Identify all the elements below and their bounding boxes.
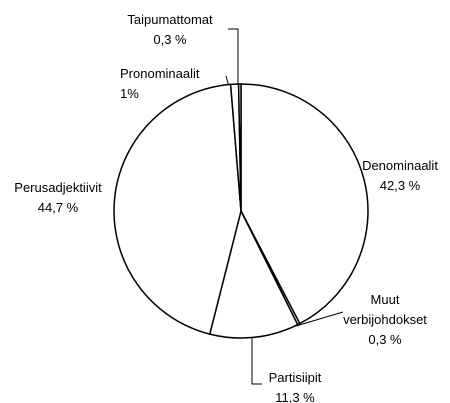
pie-slice: [237, 83, 242, 212]
slice-label: Muut verbijohdokset 0,3 %: [335, 290, 435, 350]
value-label: 0,3 %: [153, 32, 187, 47]
slice-label: Perusadjektiivit 44,7 %: [8, 178, 108, 218]
leader-line: [295, 311, 344, 327]
category-name: Denominaalit: [362, 158, 438, 173]
value-label: 11,3 %: [275, 390, 315, 403]
leader-lines: [225, 28, 344, 385]
value-label: 1%: [120, 86, 139, 101]
category-name: Pronominaalit: [120, 66, 200, 81]
category-name: Muut verbijohdokset: [343, 292, 427, 327]
leader-line: [228, 28, 239, 85]
value-label: 0,3 %: [368, 332, 402, 347]
value-label: 42,3 %: [379, 178, 421, 193]
value-label: 44,7 %: [37, 200, 79, 215]
slice-label: Partisiipit 11,3 %: [255, 368, 335, 403]
slice-label: Denominaalit 42,3 %: [355, 156, 445, 196]
slice-label: Pronominaalit 1%: [120, 64, 230, 104]
leader-line: [251, 337, 262, 385]
pie-slice: [208, 208, 299, 339]
category-name: Taipumattomat: [127, 12, 213, 27]
pie-slice: [113, 83, 242, 336]
category-name: Perusadjektiivit: [14, 180, 102, 195]
pie-slice: [240, 83, 369, 325]
category-name: Partisiipit: [268, 370, 322, 385]
slice-label: Taipumattomat 0,3 %: [115, 10, 225, 50]
